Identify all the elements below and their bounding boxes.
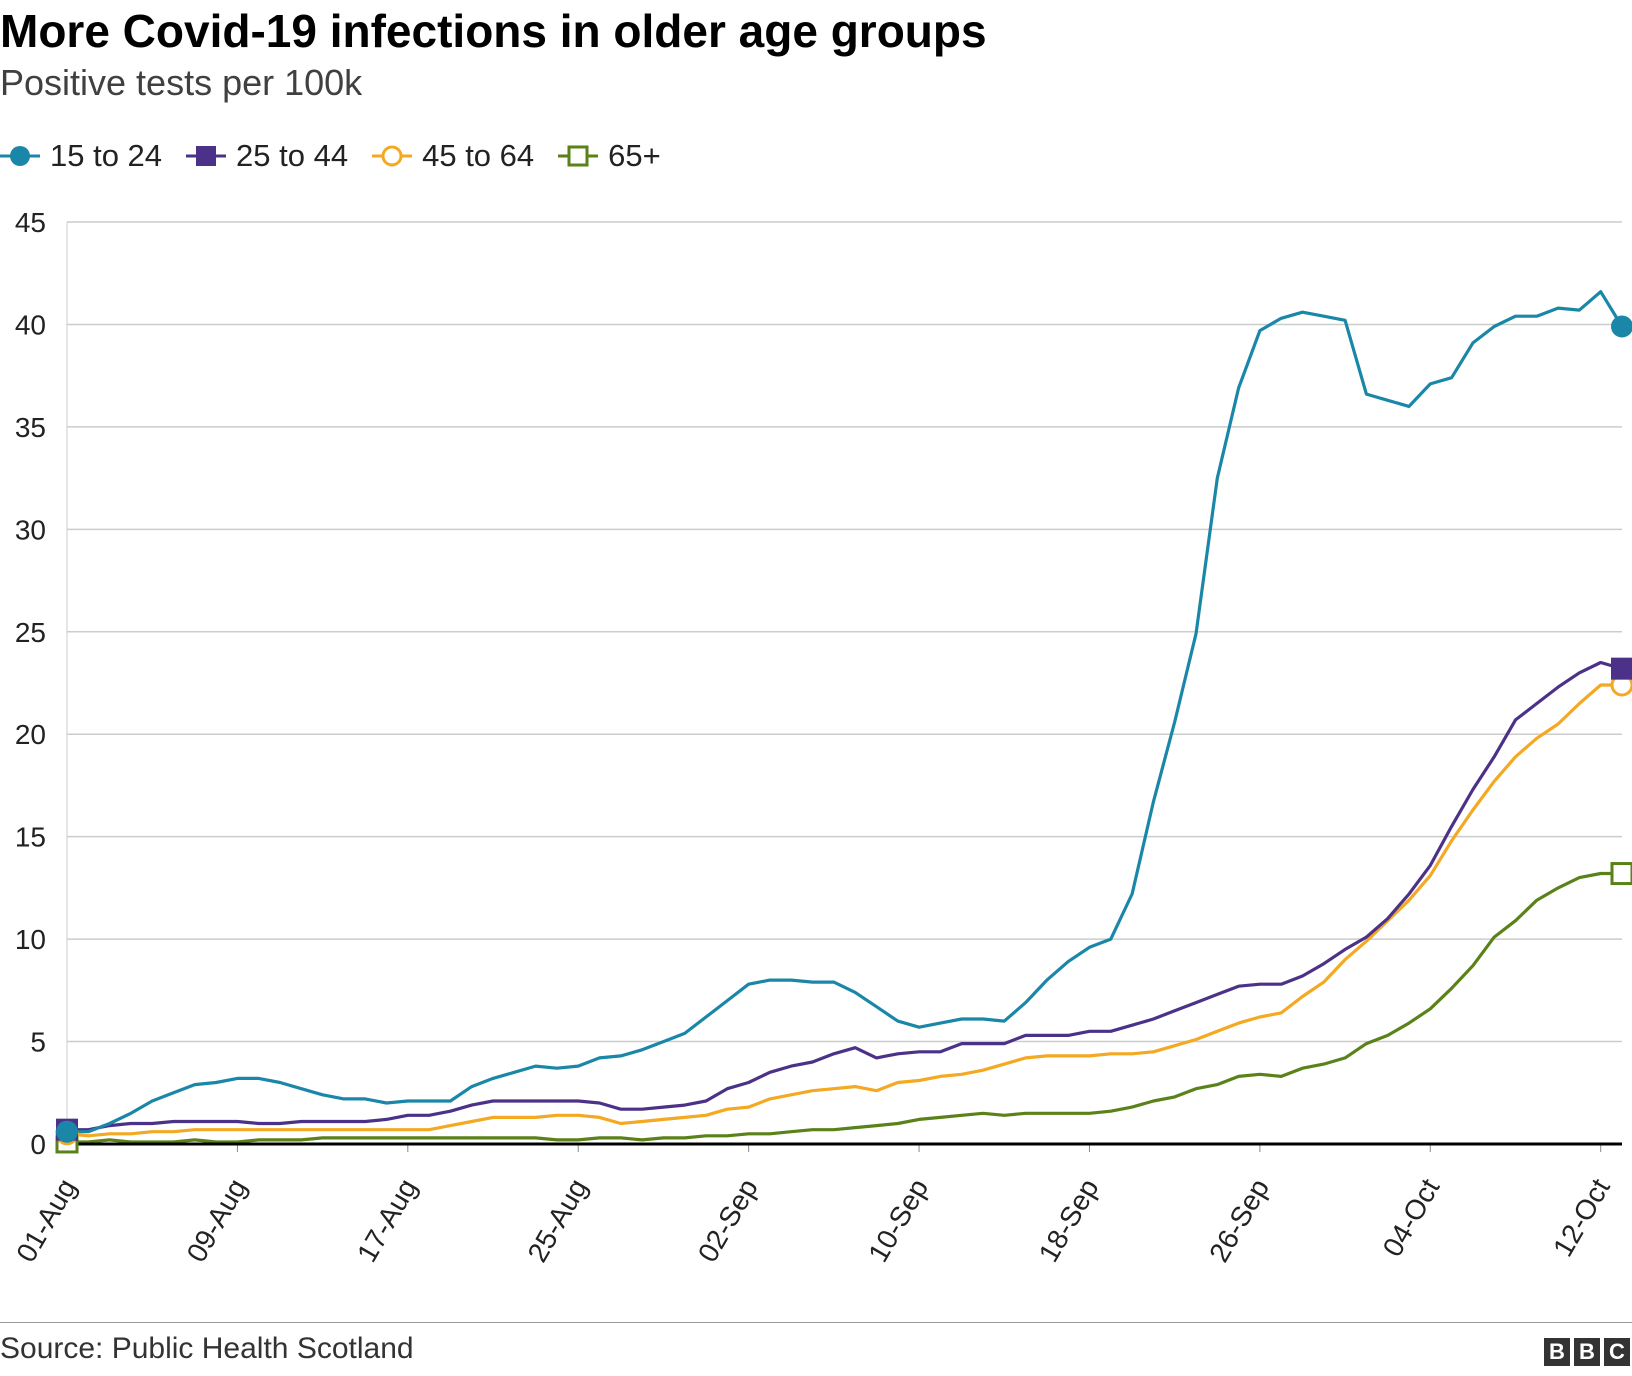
x-tick-label: 18-Sep bbox=[1033, 1174, 1105, 1268]
y-tick-label: 5 bbox=[30, 1027, 46, 1058]
series-line-65plus bbox=[67, 871, 1622, 1144]
y-tick-label: 40 bbox=[15, 309, 46, 340]
series-line-15-to-24 bbox=[67, 290, 1624, 1134]
y-tick-label: 0 bbox=[30, 1129, 46, 1160]
legend-label: 45 to 64 bbox=[422, 138, 535, 173]
logo-letter: C bbox=[1604, 1338, 1630, 1366]
legend-label: 25 to 44 bbox=[236, 138, 349, 173]
series-line-45-to-64 bbox=[66, 683, 1622, 1138]
legend-item-25-to-44: 25 to 44 bbox=[186, 138, 348, 174]
y-tick-label: 45 bbox=[15, 207, 46, 238]
legend-marker-hollow-square-icon bbox=[558, 145, 599, 167]
x-tick-label: 12-Oct bbox=[1547, 1173, 1616, 1261]
x-tick-label: 25-Aug bbox=[521, 1174, 593, 1268]
source-note: Source: Public Health Scotland bbox=[0, 1332, 414, 1365]
chart-title: More Covid-19 infections in older age gr… bbox=[0, 5, 987, 57]
legend-marker-filled-square-icon bbox=[186, 146, 227, 166]
legend-item-15-to-24: 15 to 24 bbox=[0, 138, 162, 174]
x-tick-label: 09-Aug bbox=[181, 1174, 253, 1268]
legend-label: 65+ bbox=[608, 138, 661, 173]
y-tick-label: 10 bbox=[15, 924, 46, 955]
x-tick-label: 17-Aug bbox=[351, 1174, 423, 1268]
x-tick-label: 26-Sep bbox=[1203, 1174, 1275, 1268]
bbc-logo: B B C bbox=[1540, 1338, 1630, 1366]
legend-label: 15 to 24 bbox=[50, 138, 163, 173]
start-marker-15-to-24 bbox=[56, 1120, 78, 1143]
legend-marker-filled-circle-icon bbox=[0, 146, 40, 166]
logo-letter: B bbox=[1574, 1338, 1600, 1366]
x-tick-label: 10-Sep bbox=[862, 1174, 934, 1268]
x-tick-label: 04-Oct bbox=[1377, 1173, 1446, 1261]
logo-letter: B bbox=[1544, 1338, 1570, 1366]
end-marker-15-to-24 bbox=[1611, 315, 1632, 338]
footer-divider bbox=[0, 1322, 1632, 1323]
x-tick-label: 01-Aug bbox=[10, 1174, 82, 1268]
y-tick-label: 20 bbox=[15, 719, 46, 750]
y-tick-label: 30 bbox=[15, 514, 46, 545]
chart-subtitle: Positive tests per 100k bbox=[0, 62, 363, 103]
legend-item-65-plus: 65+ bbox=[558, 138, 661, 174]
x-tick-label: 02-Sep bbox=[692, 1174, 764, 1268]
legend-marker-hollow-circle-icon bbox=[372, 145, 413, 167]
line-chart: 0 5 10 15 20 25 30 35 40 45 01-Aug 09-Aug 17-Aug 25-A… bbox=[10, 207, 1632, 1268]
y-tick-label: 15 bbox=[15, 822, 46, 853]
legend-item-45-to-64: 45 to 64 bbox=[372, 138, 534, 174]
end-marker-65plus bbox=[1610, 862, 1632, 886]
end-marker-25-to-44 bbox=[1611, 657, 1632, 680]
y-tick-label: 25 bbox=[15, 617, 46, 648]
series-line-25-to-44 bbox=[67, 660, 1623, 1132]
y-tick-label: 35 bbox=[15, 412, 46, 443]
legend: 15 to 24 25 to 44 45 to 64 65+ bbox=[0, 136, 685, 176]
